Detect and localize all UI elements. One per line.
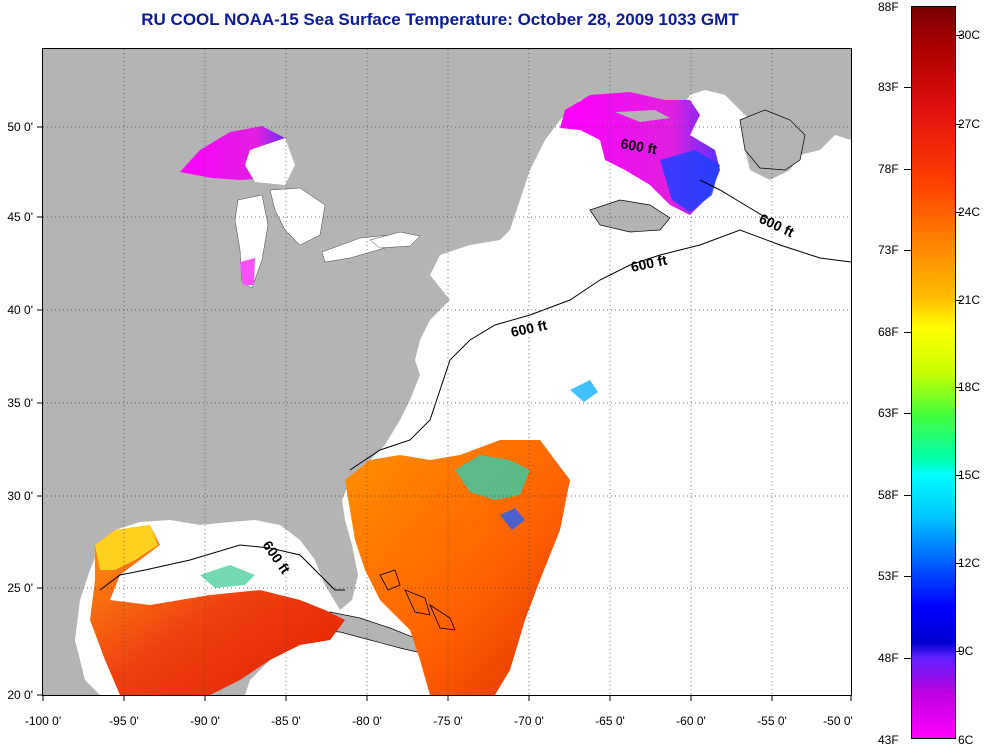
lake-huron (269, 187, 326, 246)
colorbar-c-label: 27C (958, 117, 981, 131)
colorbar-c-label: 18C (958, 380, 981, 394)
bahamas-contours (379, 569, 456, 631)
land-nova-scotia (589, 199, 671, 233)
colorbar-c-label: 30C (958, 28, 981, 42)
atlantic-green-patch (455, 455, 530, 500)
colorbar-c-label: 12C (958, 556, 981, 570)
colorbar-f-label: 63F (878, 406, 899, 420)
lon-tick-label: -70 0' (514, 714, 544, 728)
temperature-colorbar (911, 6, 956, 739)
lat-tick-label: 20 0' (7, 688, 33, 702)
colorbar-f-label: 68F (878, 325, 899, 339)
lon-tick-label: -50 0' (823, 714, 853, 728)
lon-tick-label: -90 0' (190, 714, 220, 728)
contour-label-mid-atlantic: 600 ft (509, 317, 548, 340)
lat-tick-label: 35 0' (7, 396, 33, 410)
colorbar-c-label: 15C (958, 468, 981, 482)
colorbar-c-label: 9C (958, 644, 974, 658)
lon-tick-label: -60 0' (676, 714, 706, 728)
contour-label-gulf-of-maine: 600 ft (629, 252, 668, 275)
contour-label-gulf-of-mexico: 600 ft (260, 538, 294, 577)
colorbar-f-label: 58F (878, 488, 899, 502)
lat-tick-label: 30 0' (7, 489, 33, 503)
lon-tick-label: -80 0' (352, 714, 382, 728)
gulf-of-mexico-sst (90, 525, 345, 695)
lake-superior-east (245, 138, 295, 185)
colorbar-c-label: 24C (958, 205, 981, 219)
colorbar-f-label: 83F (878, 80, 899, 94)
lon-tick-label: -75 0' (433, 714, 463, 728)
chart-title: RU COOL NOAA-15 Sea Surface Temperature:… (141, 10, 739, 29)
gulf-coast-yellow (95, 525, 158, 570)
lon-tick-label: -100 0' (25, 714, 61, 728)
sst-small-patch (570, 380, 598, 402)
lat-tick-label: 40 0' (7, 303, 33, 317)
colorbar-c-label: 6C (958, 733, 974, 747)
colorbar-f-label: 88F (878, 0, 899, 14)
gulf-coast-green (200, 565, 255, 588)
lake-ontario (369, 231, 421, 249)
anticosti-land (615, 110, 670, 122)
lake-michigan-sst (240, 258, 255, 285)
lat-tick-label: 45 0' (7, 210, 33, 224)
colorbar-f-label: 53F (878, 569, 899, 583)
axis-tick-marks (37, 126, 852, 701)
contour-600ft (99, 179, 851, 591)
lon-tick-label: -95 0' (109, 714, 139, 728)
lon-tick-label: -65 0' (595, 714, 625, 728)
colorbar-f-label: 73F (878, 243, 899, 257)
lat-tick-label: 25 0' (7, 581, 33, 595)
gulf-st-lawrence-blue (660, 150, 720, 212)
map-gridlines (43, 49, 851, 695)
lon-tick-label: -55 0' (757, 714, 787, 728)
lon-tick-label: -85 0' (271, 714, 301, 728)
atlantic-sst (345, 440, 570, 695)
contour-label-grand-banks: 600 ft (757, 210, 797, 240)
lat-tick-label: 50 0' (7, 120, 33, 134)
colorbar-f-label: 48F (878, 651, 899, 665)
atlantic-blue-patch (500, 508, 525, 530)
colorbar-c-label: 21C (958, 293, 981, 307)
colorbar-f-label: 78F (878, 162, 899, 176)
contour-label-gulf-st-lawrence: 600 ft (619, 135, 658, 157)
land-newfoundland (739, 109, 806, 171)
colorbar-f-label: 43F (878, 733, 899, 747)
